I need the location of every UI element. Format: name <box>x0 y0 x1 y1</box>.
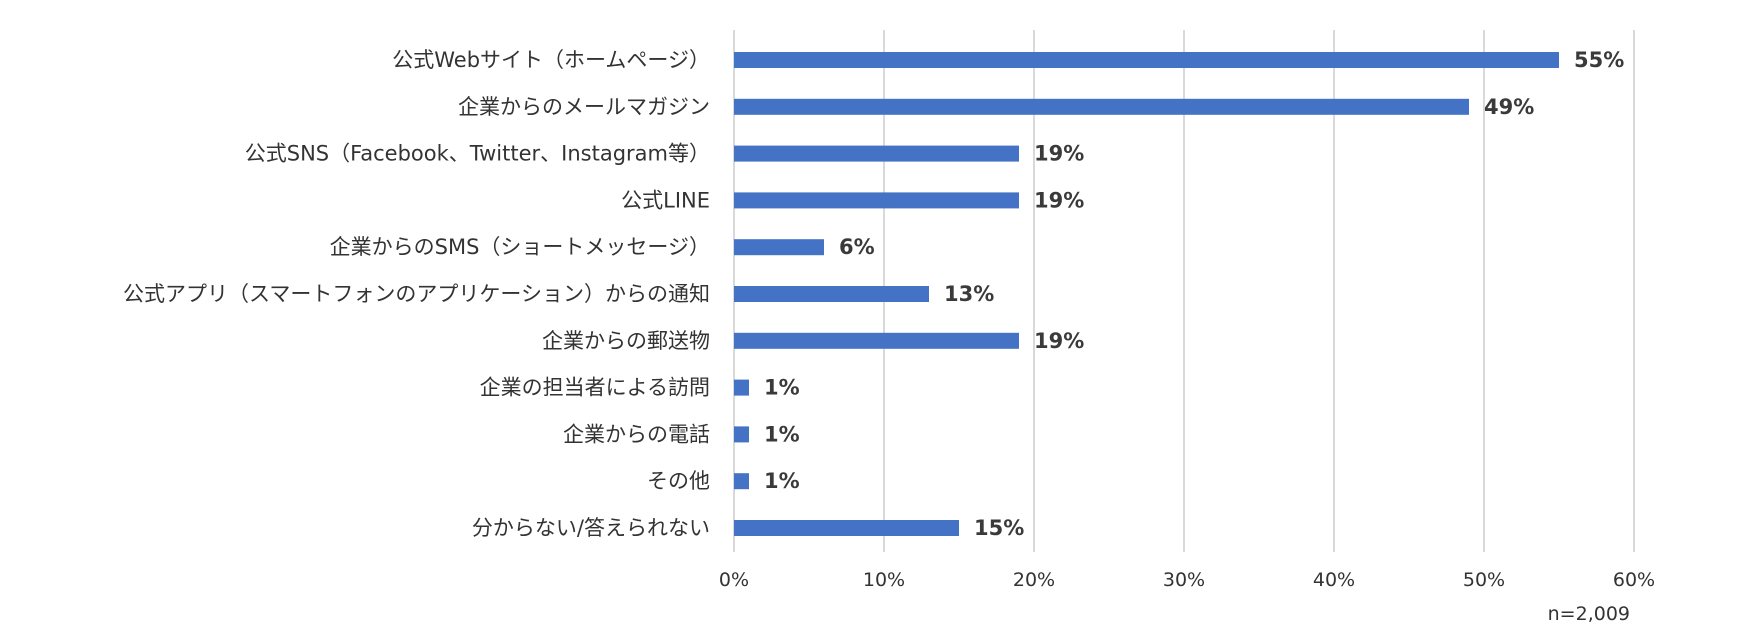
data-label: 1% <box>764 422 800 446</box>
data-label: 1% <box>764 376 800 400</box>
x-tick-label: 0% <box>719 569 749 591</box>
data-label: 13% <box>944 282 994 306</box>
data-label: 15% <box>974 516 1024 540</box>
bar <box>734 520 959 536</box>
category-label: 企業からの郵送物 <box>542 329 710 353</box>
x-tick-label: 30% <box>1163 569 1205 591</box>
bar <box>734 145 1019 162</box>
bar <box>734 239 824 256</box>
category-label: 公式LINE <box>621 188 710 212</box>
bar <box>734 379 749 396</box>
data-label: 6% <box>839 235 875 259</box>
data-label: 19% <box>1034 188 1084 212</box>
data-label: 1% <box>764 469 800 493</box>
data-label: 19% <box>1034 329 1084 353</box>
category-label: 企業からの電話 <box>563 422 710 446</box>
bar-layer <box>734 52 1559 536</box>
category-label: その他 <box>647 469 710 493</box>
bar <box>734 98 1469 115</box>
label-layer: 公式Webサイト（ホームページ） 55% 企業からのメールマガジン 49% 公式SNS（… <box>123 48 1624 540</box>
category-label: 公式アプリ（スマートフォンのアプリケーション）からの通知 <box>123 282 710 306</box>
category-label: 企業からのSMS（ショートメッセージ） <box>330 235 710 259</box>
x-tick-label: 20% <box>1013 569 1055 591</box>
x-axis-ticks: 0% 10% 20% 30% 40% 50% 60% <box>719 569 1655 591</box>
category-label: 公式Webサイト（ホームページ） <box>392 48 710 72</box>
x-tick-label: 50% <box>1463 569 1505 591</box>
bar <box>734 473 749 490</box>
bar <box>734 192 1019 209</box>
category-label: 分からない/答えられない <box>472 516 710 540</box>
category-label: 企業からのメールマガジン <box>458 95 710 119</box>
x-tick-label: 40% <box>1313 569 1355 591</box>
bar <box>734 426 749 443</box>
bar <box>734 286 929 302</box>
grid-layer <box>733 30 1635 552</box>
bar <box>734 52 1559 68</box>
x-tick-label: 60% <box>1613 569 1655 591</box>
bar <box>734 332 1019 349</box>
data-label: 55% <box>1574 48 1624 72</box>
sample-size-note: n=2,009 <box>1548 603 1630 625</box>
data-label: 19% <box>1034 142 1084 166</box>
data-label: 49% <box>1484 95 1534 119</box>
x-tick-label: 10% <box>863 569 905 591</box>
category-label: 公式SNS（Facebook、Twitter、Instagram等） <box>245 142 710 166</box>
category-label: 企業の担当者による訪問 <box>480 376 710 400</box>
